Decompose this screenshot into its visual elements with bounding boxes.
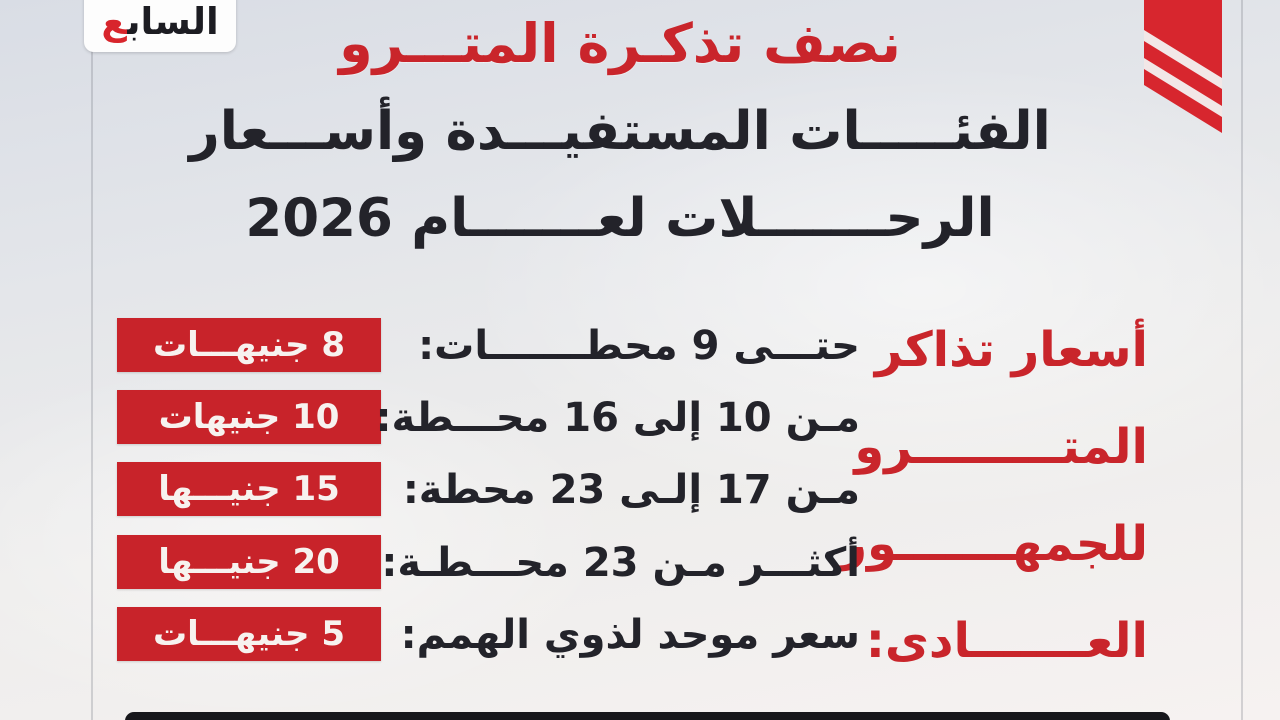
price-badge: 10 جنيهات [117, 390, 381, 444]
price-badge: 20 جنيـــها [117, 535, 381, 589]
title-line-3: الرحـــــــلات لعـــــــام 2026 [245, 188, 995, 249]
price-row-label: أكثـــر مـن 23 محـــطـة: [381, 540, 860, 586]
prices-heading-line: المتـــــــــرو [854, 419, 1148, 475]
price-row-label: مـن 17 إلـى 23 محطة: [402, 467, 860, 513]
logo-text: الساب‍ [126, 0, 219, 43]
price-row: 20 جنيـــها أكثـــر مـن 23 محـــطـة: [117, 535, 860, 589]
prices-heading: أسعار تذاكر المتـــــــــرو للجمهـــــــ… [839, 302, 1148, 690]
title-block: نصف تذكـرة المتـــرو الفئـــــات المستفي… [130, 0, 1110, 262]
price-badge: 15 جنيـــها [117, 462, 381, 516]
price-row: 10 جنيهات مـن 10 إلى 16 محـــطة: [117, 390, 860, 444]
prices-heading-line: للجمهـــــــور [839, 516, 1148, 572]
prices-heading-line: أسعار تذاكر [874, 322, 1148, 378]
price-row-label: حتـــى 9 محطـــــــات: [418, 323, 860, 369]
price-row: 8 جنيهـــات حتـــى 9 محطـــــــات: [117, 318, 860, 372]
title-line-2: الفئـــــات المستفيـــدة وأســـعار [189, 101, 1051, 162]
prices-heading-line: العـــــــادى: [865, 613, 1148, 669]
price-badge: 5 جنيهـــات [117, 607, 381, 661]
ribbon-decoration-icon [1144, 0, 1222, 133]
price-badge: 8 جنيهـــات [117, 318, 381, 372]
price-row: 15 جنيـــها مـن 17 إلـى 23 محطة: [117, 462, 860, 516]
price-row-label: مـن 10 إلى 16 محـــطة: [375, 395, 860, 441]
price-row-label: سعر موحد لذوي الهمم: [400, 612, 860, 658]
title-line-1: نصف تذكـرة المتـــرو [339, 12, 901, 75]
youm7-logo: الساب‍‍ع [84, 0, 236, 52]
price-row: 5 جنيهـــات سعر موحد لذوي الهمم: [117, 607, 860, 661]
logo-text-accent: ‍ع [101, 0, 127, 43]
bottom-bar [125, 712, 1170, 720]
right-edge-line [1241, 0, 1243, 720]
left-edge-line [91, 0, 93, 720]
